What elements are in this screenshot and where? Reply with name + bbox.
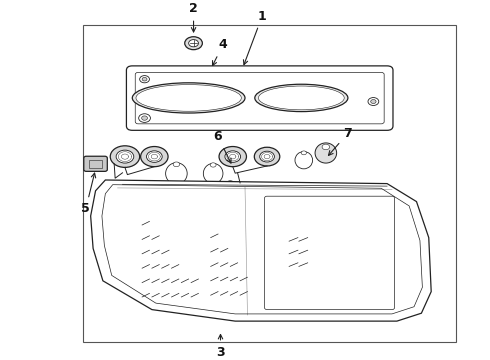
Circle shape	[116, 150, 134, 163]
Text: 3: 3	[216, 334, 225, 359]
FancyBboxPatch shape	[84, 156, 107, 171]
Circle shape	[189, 40, 198, 47]
Circle shape	[142, 116, 147, 120]
Circle shape	[219, 147, 246, 167]
Circle shape	[254, 147, 280, 166]
Circle shape	[141, 147, 168, 167]
Circle shape	[301, 151, 306, 155]
Polygon shape	[91, 180, 431, 321]
Circle shape	[140, 76, 149, 83]
Ellipse shape	[166, 163, 187, 184]
Circle shape	[260, 151, 274, 162]
Text: 1: 1	[244, 10, 267, 65]
Ellipse shape	[259, 86, 344, 110]
Circle shape	[139, 114, 150, 122]
Text: 4: 4	[213, 39, 227, 66]
FancyBboxPatch shape	[126, 66, 393, 130]
Ellipse shape	[203, 163, 223, 184]
Ellipse shape	[255, 84, 348, 112]
Text: 7: 7	[328, 127, 352, 156]
Circle shape	[185, 37, 202, 50]
Ellipse shape	[315, 143, 337, 163]
Text: 2: 2	[189, 3, 198, 32]
Circle shape	[322, 144, 330, 150]
Circle shape	[368, 98, 379, 105]
Circle shape	[110, 146, 140, 167]
Ellipse shape	[136, 85, 242, 111]
Circle shape	[173, 162, 180, 167]
Circle shape	[147, 151, 162, 162]
Circle shape	[371, 99, 376, 104]
Bar	[83, 25, 456, 342]
Circle shape	[226, 181, 234, 186]
Text: 6: 6	[214, 130, 231, 163]
Circle shape	[142, 77, 147, 81]
Ellipse shape	[132, 83, 245, 113]
Circle shape	[225, 151, 241, 162]
Ellipse shape	[295, 152, 313, 169]
Circle shape	[210, 163, 216, 167]
Text: 5: 5	[81, 173, 96, 215]
